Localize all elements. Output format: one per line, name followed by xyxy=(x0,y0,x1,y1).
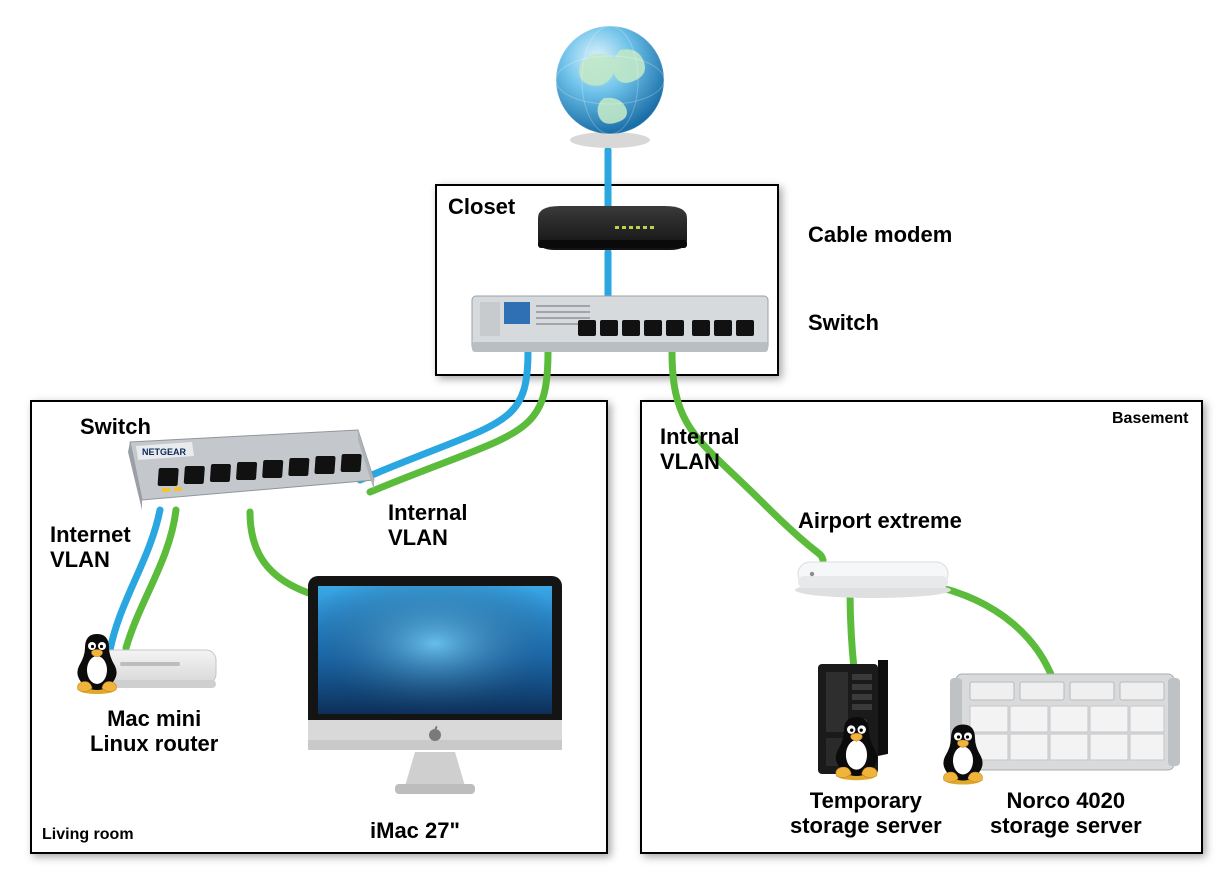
label-internet-vlan: Internet VLAN xyxy=(50,522,131,573)
imac-icon xyxy=(300,570,570,805)
label-imac: iMac 27" xyxy=(370,818,460,843)
label-mac-mini: Mac mini Linux router xyxy=(90,706,218,757)
svg-text:NETGEAR: NETGEAR xyxy=(142,447,187,457)
tux-icon xyxy=(70,630,125,695)
label-temp-server: Temporary storage server xyxy=(790,788,942,839)
label-internal-vlan-basement: Internal VLAN xyxy=(660,424,739,475)
airport-extreme-icon xyxy=(788,552,958,600)
label-internal-vlan-lr: Internal VLAN xyxy=(388,500,467,551)
region-title-closet: Closet xyxy=(448,194,515,219)
label-switch-closet: Switch xyxy=(808,310,879,335)
label-cable-modem: Cable modem xyxy=(808,222,952,247)
globe-icon xyxy=(550,20,670,150)
diagram-stage: NETGEAR xyxy=(0,0,1228,889)
label-switch-livingroom: Switch xyxy=(80,414,151,439)
hp-switch-icon xyxy=(470,290,770,360)
tux-icon xyxy=(828,712,886,782)
region-title-livingroom: Living room xyxy=(42,826,134,844)
cable-modem-icon xyxy=(530,200,695,255)
region-title-basement: Basement xyxy=(1112,410,1188,428)
tux-icon xyxy=(936,720,991,786)
label-airport-extreme: Airport extreme xyxy=(798,508,962,533)
netgear-switch-icon: NETGEAR xyxy=(122,422,382,517)
label-norco: Norco 4020 storage server xyxy=(990,788,1142,839)
